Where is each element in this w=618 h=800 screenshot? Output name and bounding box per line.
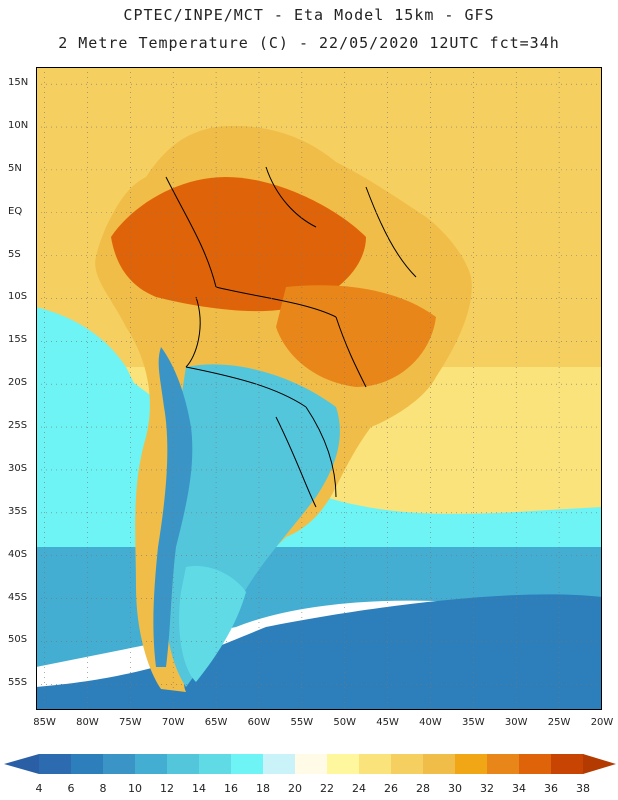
colorbar-label: 32	[480, 782, 494, 795]
colorbar-label: 8	[99, 782, 107, 795]
latitude-label: 10N	[8, 120, 29, 131]
colorbar-cells	[39, 754, 584, 774]
colorbar-high-arrow	[583, 754, 616, 774]
colorbar-cell	[295, 754, 328, 774]
latitude-label: 20S	[8, 377, 28, 389]
colorbar-cell	[455, 754, 488, 774]
latitude-label: EQ	[8, 205, 23, 217]
latitude-label: 5N	[8, 162, 22, 174]
country-borders	[165, 166, 417, 508]
latitude-label: 15S	[8, 334, 28, 346]
colorbar-label: 4	[35, 782, 43, 795]
longitude-label: 80W	[76, 717, 99, 728]
latitude-label: 45S	[8, 591, 28, 603]
longitude-label: 85W	[33, 717, 56, 728]
colorbar-cell	[391, 754, 424, 774]
colorbar-cell	[263, 754, 296, 774]
longitude-label: 50W	[333, 717, 357, 728]
latitude-label: 10S	[8, 291, 28, 303]
longitude-label: 45W	[376, 717, 399, 728]
longitude-label: 35W	[462, 717, 485, 728]
colorbar-label: 34	[512, 782, 526, 795]
colorbar-label: 20	[288, 782, 302, 795]
colorbar-label: 6	[67, 782, 75, 795]
temperature-map	[36, 67, 602, 710]
colorbar-label: 26	[384, 782, 398, 795]
longitude-label: 30W	[504, 717, 528, 728]
temperature-colorbar	[4, 754, 616, 774]
colorbar-cell	[487, 754, 520, 774]
colorbar-cell	[423, 754, 456, 774]
colorbar-cell	[519, 754, 552, 774]
colorbar-label: 24	[352, 782, 366, 795]
colorbar-label: 36	[544, 782, 558, 795]
colorbar-cell	[167, 754, 200, 774]
colorbar-label: 30	[448, 782, 462, 795]
latitude-label: 25S	[8, 420, 28, 432]
longitude-label: 65W	[204, 717, 228, 728]
andes-strip	[153, 347, 193, 667]
latitude-label: 35S	[8, 505, 28, 517]
colorbar-label: 18	[256, 782, 270, 795]
colorbar-label: 28	[416, 782, 430, 795]
amazon-basin	[111, 177, 366, 312]
colorbar-cell	[327, 754, 360, 774]
latitude-label: 15N	[8, 77, 29, 89]
longitude-label: 60W	[247, 717, 271, 728]
latitude-label: 40S	[8, 548, 28, 560]
map-subtitle: 2 Metre Temperature (C) - 22/05/2020 12U…	[58, 34, 560, 52]
colorbar-cell	[135, 754, 168, 774]
colorbar-label: 12	[160, 782, 174, 795]
colorbar-cell	[359, 754, 392, 774]
colorbar-cell	[231, 754, 264, 774]
latitude-label: 30S	[8, 462, 28, 474]
longitude-label: 75W	[119, 717, 142, 728]
colorbar-label: 10	[128, 782, 142, 795]
colorbar-cell	[551, 754, 584, 774]
colorbar-label: 16	[224, 782, 238, 795]
longitude-label: 55W	[290, 717, 314, 728]
map-title: CPTEC/INPE/MCT - Eta Model 15km - GFS	[123, 6, 495, 24]
colorbar-cell	[199, 754, 232, 774]
longitude-label: 40W	[419, 717, 442, 728]
colorbar-cell	[71, 754, 104, 774]
patagonia	[179, 566, 246, 682]
central-brazil	[276, 285, 436, 387]
colorbar-cell	[103, 754, 136, 774]
colorbar-label: 38	[576, 782, 590, 795]
colorbar-label: 14	[192, 782, 206, 795]
latitude-label: 55S	[8, 677, 28, 689]
longitude-label: 20W	[590, 717, 614, 728]
latitude-label: 5S	[8, 248, 21, 260]
pacific-cool	[36, 307, 166, 537]
colorbar-cell	[39, 754, 72, 774]
longitude-label: 25W	[547, 717, 571, 728]
lat-lon-grid	[36, 67, 602, 710]
latitude-label: 50S	[8, 634, 28, 646]
colorbar-label: 22	[320, 782, 334, 795]
longitude-label: 70W	[161, 717, 185, 728]
colorbar-low-arrow	[4, 754, 39, 774]
